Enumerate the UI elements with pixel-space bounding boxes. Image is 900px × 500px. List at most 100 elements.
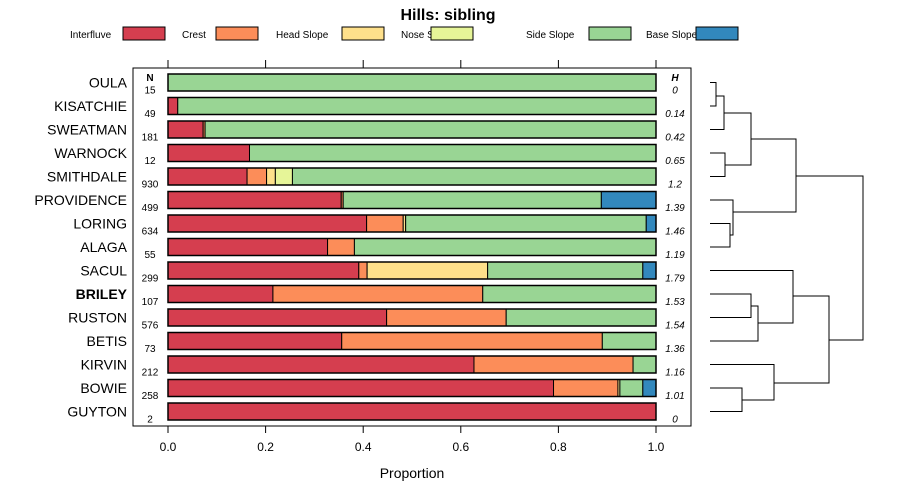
bar-sacul-head-slope (366, 261, 489, 280)
bar-outline-sweatman (167, 120, 657, 139)
n-value-betis: 73 (144, 344, 156, 355)
bar-smithdale-crest (246, 167, 268, 186)
n-value-warnock: 12 (144, 156, 156, 167)
bar-outline-oula (167, 73, 657, 92)
dendrogram-branch-2 (710, 152, 726, 177)
bar-bowie-crest (553, 379, 619, 397)
h-value-bowie: 1.01 (665, 391, 684, 402)
row-label-betis: BETIS (87, 333, 127, 349)
row-label-ruston: RUSTON (68, 310, 127, 326)
legend-swatch-side-slope (588, 26, 632, 41)
bar-sacul-side-slope (487, 261, 644, 280)
n-value-loring: 634 (142, 227, 159, 238)
dendrogram-branch-4 (710, 223, 731, 248)
legend-label-nose-slope: Nose Slope (401, 30, 453, 41)
bar-loring-interfluve (167, 214, 368, 233)
legend-label-base-slope: Base Slope (646, 30, 698, 41)
bar-betis-side-slope (601, 332, 657, 350)
dendrogram-branch-9 (710, 270, 794, 324)
x-tick-label-3: 0.6 (452, 440, 469, 454)
h-value-ruston: 1.54 (665, 321, 685, 332)
row-label-warnock: WARNOCK (54, 145, 127, 161)
legend-swatch-crest (215, 26, 259, 41)
bar-bowie-side-slope (619, 379, 644, 397)
row-label-alaga: ALAGA (80, 239, 127, 255)
h-value-loring: 1.46 (665, 227, 685, 238)
row-label-bowie: BOWIE (80, 380, 127, 396)
h-value-sweatman: 0.42 (665, 133, 685, 144)
dendrogram-branch-12 (774, 295, 830, 384)
bar-outline-loring (167, 214, 657, 233)
row-label-guyton: GUYTON (67, 404, 127, 420)
bar-sacul-interfluve (167, 261, 360, 280)
row-label-kisatchie: KISATCHIE (54, 98, 127, 114)
bar-smithdale-head-slope (266, 167, 276, 186)
bar-bowie-base-slope (642, 379, 657, 397)
bar-outline-briley (167, 284, 657, 304)
row-label-oula: OULA (89, 75, 128, 91)
h-value-kirvin: 1.16 (665, 368, 685, 379)
dendrogram-branch-0 (710, 82, 717, 107)
dendrogram-branch-6 (733, 138, 797, 213)
n-value-kirvin: 212 (142, 368, 159, 379)
bar-outline-ruston (167, 308, 657, 327)
bar-alaga-side-slope (353, 238, 657, 256)
n-value-ruston: 576 (142, 321, 159, 332)
n-value-guyton: 2 (147, 415, 153, 426)
h-value-kisatchie: 0.14 (665, 109, 685, 120)
h-value-oula: 0 (672, 86, 678, 97)
legend-label-side-slope: Side Slope (526, 30, 575, 41)
bar-ruston-interfluve (167, 308, 388, 327)
bar-kisatchie-interfluve (167, 97, 179, 115)
x-tick-label-2: 0.4 (355, 440, 372, 454)
bar-alaga-interfluve (167, 238, 329, 256)
bar-outline-kirvin (167, 355, 657, 374)
bar-outline-warnock (167, 143, 657, 163)
bar-oula-side-slope (167, 73, 657, 92)
bars (167, 73, 657, 421)
legend: Interfluve Crest Head Slope Nose Slope Side … (70, 26, 739, 41)
n-value-oula: 15 (144, 86, 156, 97)
bar-outline-kisatchie (167, 96, 657, 116)
bar-ruston-crest (386, 308, 507, 327)
dendrogram (710, 82, 864, 412)
bar-briley-side-slope (482, 285, 657, 303)
bar-loring-side-slope (405, 214, 647, 233)
row-labels: OULA KISATCHIE SWEATMAN WARNOCK SMITHDALE PRO… (34, 75, 127, 420)
row-label-sweatman: SWEATMAN (47, 122, 127, 138)
h-value-briley: 1.53 (665, 297, 685, 308)
dendrogram-branch-3 (724, 112, 752, 166)
h-value-warnock: 0.65 (665, 156, 685, 167)
bar-sweatman-interfluve (167, 120, 204, 139)
row-label-sacul: SACUL (80, 263, 127, 279)
n-value-bowie: 258 (142, 391, 159, 402)
bar-kirvin-side-slope (632, 355, 657, 374)
plot-frame (132, 67, 692, 427)
bar-kisatchie-side-slope (177, 97, 657, 115)
bar-providence-base-slope (600, 191, 657, 209)
h-value-guyton: 0 (672, 415, 678, 426)
h-value-providence: 1.39 (665, 203, 685, 214)
bar-outline-smithdale (167, 167, 657, 186)
n-value-sweatman: 181 (142, 133, 159, 144)
bar-outline-guyton (167, 402, 657, 421)
h-labels: 0 0.14 0.42 0.65 1.2 1.39 1.46 1.19 1.79 1.53 1.54… (665, 86, 685, 426)
x-tick-label-0: 0.0 (160, 440, 177, 454)
n-value-briley: 107 (142, 297, 159, 308)
bar-briley-crest (272, 285, 484, 303)
h-value-sacul: 1.79 (665, 274, 685, 285)
dendrogram-branch-7 (710, 293, 752, 318)
bar-smithdale-side-slope (291, 167, 657, 186)
bar-smithdale-interfluve (167, 167, 248, 186)
dendrogram-branch-11 (710, 364, 775, 401)
bar-betis-interfluve (167, 332, 343, 350)
x-axis-label: Proportion (380, 465, 445, 481)
row-label-briley: BRILEY (76, 286, 128, 302)
x-tick-label-4: 0.8 (550, 440, 567, 454)
h-value-alaga: 1.19 (665, 250, 685, 261)
row-label-kirvin: KIRVIN (81, 357, 127, 373)
bar-briley-interfluve (167, 285, 274, 303)
n-value-smithdale: 930 (142, 180, 159, 191)
chart-title: Hills: sibling (400, 7, 495, 24)
